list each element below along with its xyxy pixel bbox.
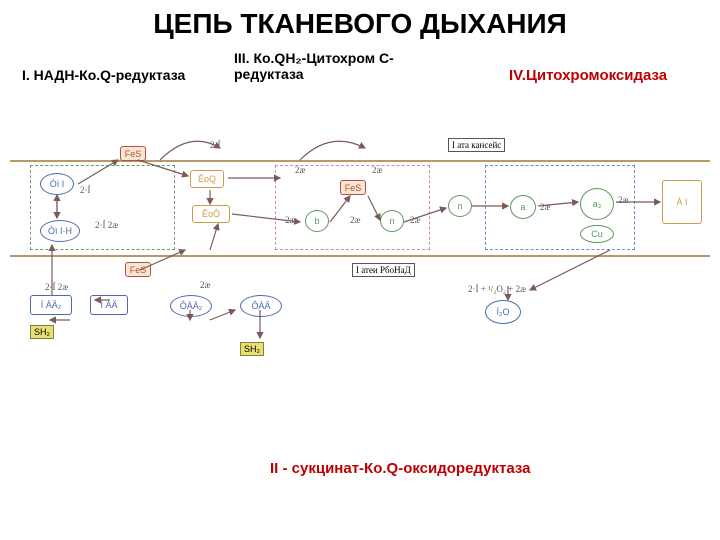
annotation-4: 2·Í 2æ: [95, 220, 118, 230]
sh-box-0: SH₂: [30, 325, 54, 339]
node-nadh: Í ÀÄ₂: [30, 295, 72, 315]
node-cytb: b: [305, 210, 329, 232]
node-fes2: FeS: [340, 180, 366, 195]
annotation-10: 2·Í + ¹/₂О₂ + 2æ: [468, 284, 526, 294]
node-fadh: ÔÀÄ: [240, 295, 282, 317]
annotation-0: 2·Í: [210, 140, 221, 150]
annotation-6: 2æ: [350, 215, 361, 225]
annotation-9: 2æ: [618, 195, 629, 205]
annotation-5: 2æ: [285, 215, 296, 225]
annotation-1: 2æ: [295, 165, 306, 175]
membrane-line: [10, 255, 710, 257]
complex-III-box: [275, 165, 430, 250]
complex-i-label: I. НАДН-Ко.Q-редуктаза: [18, 65, 189, 85]
diagram-area: I ата кансейс I атеи РбоНаД Òì I Òì I·H FeS Ê…: [10, 110, 710, 350]
node-atp: À I: [662, 180, 702, 224]
side-label-bot: I атеи РбоНаД: [352, 263, 415, 277]
node-h2o: Í₂O: [485, 300, 521, 324]
node-fes3: FeS: [125, 262, 151, 277]
node-cyta3: a₃: [580, 188, 614, 220]
annotation-11: 2·Í 2æ: [45, 282, 68, 292]
annotation-2: 2æ: [372, 165, 383, 175]
node-fmn: Òì I: [40, 173, 74, 195]
node-cyta: a: [510, 195, 536, 219]
complex-iii-label: III. Ко.QH₂-Цитохром С-редуктаза: [230, 48, 430, 84]
node-cu: Cu: [580, 225, 614, 243]
annotation-3: 2·Í: [80, 185, 91, 195]
annotation-7: 2æ: [410, 215, 421, 225]
node-fes1: FeS: [120, 146, 146, 161]
main-title: ЦЕПЬ ТКАНЕВОГО ДЫХАНИЯ: [0, 0, 720, 40]
node-koq: ÊоQ: [190, 170, 224, 188]
sh-box-1: SH₂: [240, 342, 264, 356]
complex-ii-label: II - сукцинат-Ко.Q-оксидоредуктаза: [270, 460, 530, 477]
node-cytc: n: [448, 195, 472, 217]
complex-iv-label: IV.Цитохромоксидаза: [505, 65, 671, 86]
node-fmnh: Òì I·H: [40, 220, 80, 242]
node-cytn: n: [380, 210, 404, 232]
node-fad: ÔÀÄ₂: [170, 295, 212, 317]
labels-row: I. НАДН-Ко.Q-редуктаза III. Ко.QH₂-Цитох…: [0, 40, 720, 110]
annotation-8: 2æ: [540, 202, 551, 212]
side-label-top: I ата кансейс: [448, 138, 505, 152]
node-nad: Í ÀÄ: [90, 295, 128, 315]
membrane-line: [10, 160, 710, 162]
node-koqh: ÊоÔ: [192, 205, 230, 223]
annotation-12: 2æ: [200, 280, 211, 290]
